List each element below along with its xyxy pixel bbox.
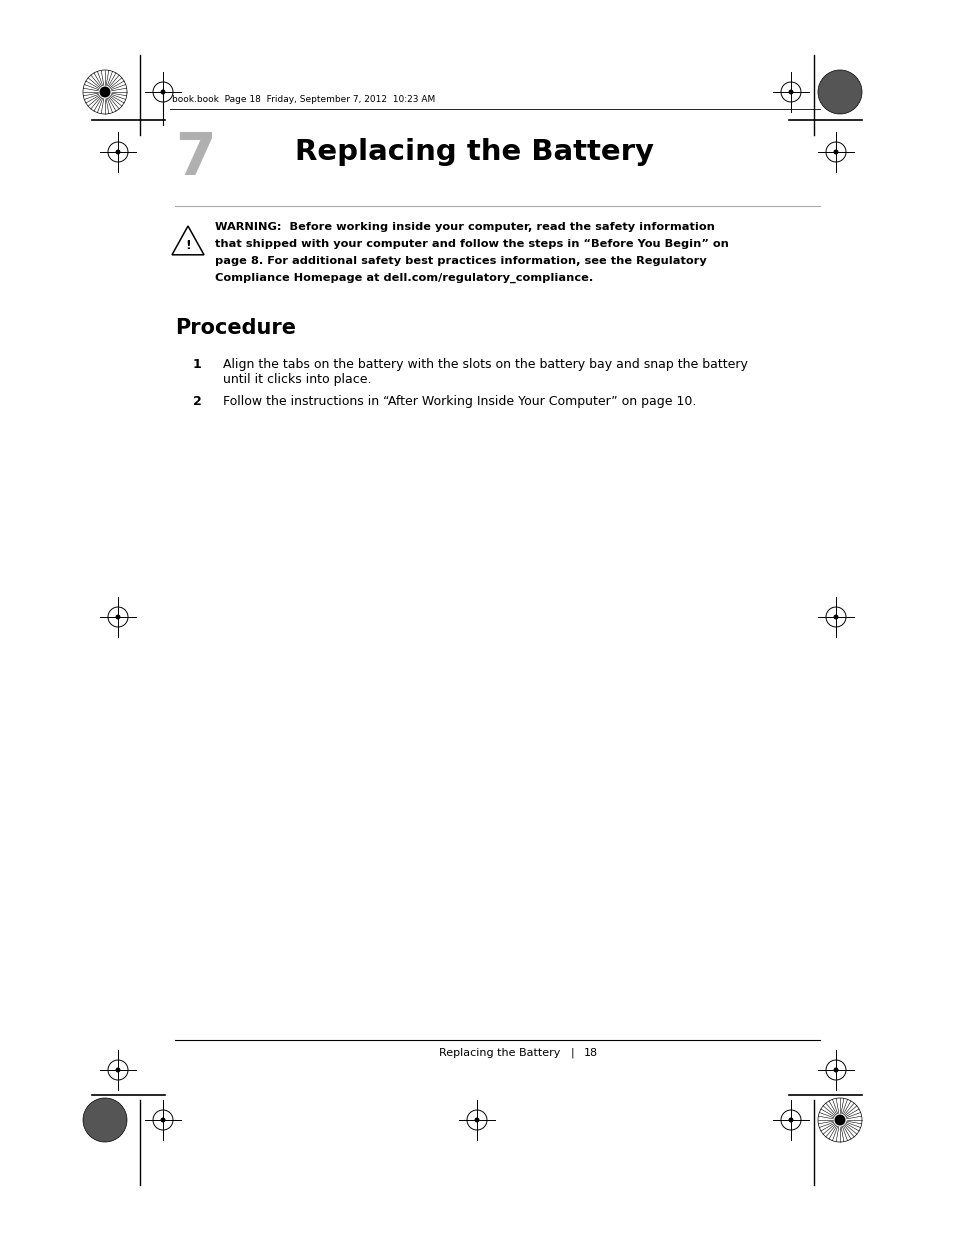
Text: 18: 18 <box>583 1049 598 1058</box>
Circle shape <box>833 1067 838 1072</box>
Text: 1: 1 <box>193 358 201 370</box>
Text: that shipped with your computer and follow the steps in “Before You Begin” on: that shipped with your computer and foll… <box>214 240 728 249</box>
Circle shape <box>160 89 165 95</box>
Text: Compliance Homepage at dell.com/regulatory_compliance.: Compliance Homepage at dell.com/regulato… <box>214 273 593 283</box>
Text: WARNING:  Before working inside your computer, read the safety information: WARNING: Before working inside your comp… <box>214 222 714 232</box>
Text: Align the tabs on the battery with the slots on the battery bay and snap the bat: Align the tabs on the battery with the s… <box>223 358 747 370</box>
Circle shape <box>834 1114 844 1125</box>
Text: until it clicks into place.: until it clicks into place. <box>223 373 371 387</box>
Circle shape <box>817 70 862 114</box>
Circle shape <box>788 1118 793 1123</box>
Text: Replacing the Battery: Replacing the Battery <box>438 1049 559 1058</box>
Circle shape <box>160 1118 165 1123</box>
Circle shape <box>83 1098 127 1142</box>
Text: Follow the instructions in “After Working Inside Your Computer” on page 10.: Follow the instructions in “After Workin… <box>223 395 696 408</box>
Circle shape <box>833 615 838 620</box>
Circle shape <box>833 149 838 154</box>
Text: |: | <box>570 1049 573 1058</box>
Text: 7: 7 <box>174 130 215 186</box>
Circle shape <box>817 1098 862 1142</box>
Circle shape <box>115 1067 120 1072</box>
Text: !: ! <box>185 240 191 252</box>
Text: Replacing the Battery: Replacing the Battery <box>294 138 654 165</box>
Circle shape <box>99 86 111 98</box>
Text: book.book  Page 18  Friday, September 7, 2012  10:23 AM: book.book Page 18 Friday, September 7, 2… <box>172 95 435 104</box>
Text: Procedure: Procedure <box>174 317 295 338</box>
Circle shape <box>83 70 127 114</box>
Circle shape <box>115 615 120 620</box>
Circle shape <box>474 1118 479 1123</box>
Text: 2: 2 <box>193 395 201 408</box>
Circle shape <box>788 89 793 95</box>
Circle shape <box>115 149 120 154</box>
Text: page 8. For additional safety best practices information, see the Regulatory: page 8. For additional safety best pract… <box>214 256 706 266</box>
